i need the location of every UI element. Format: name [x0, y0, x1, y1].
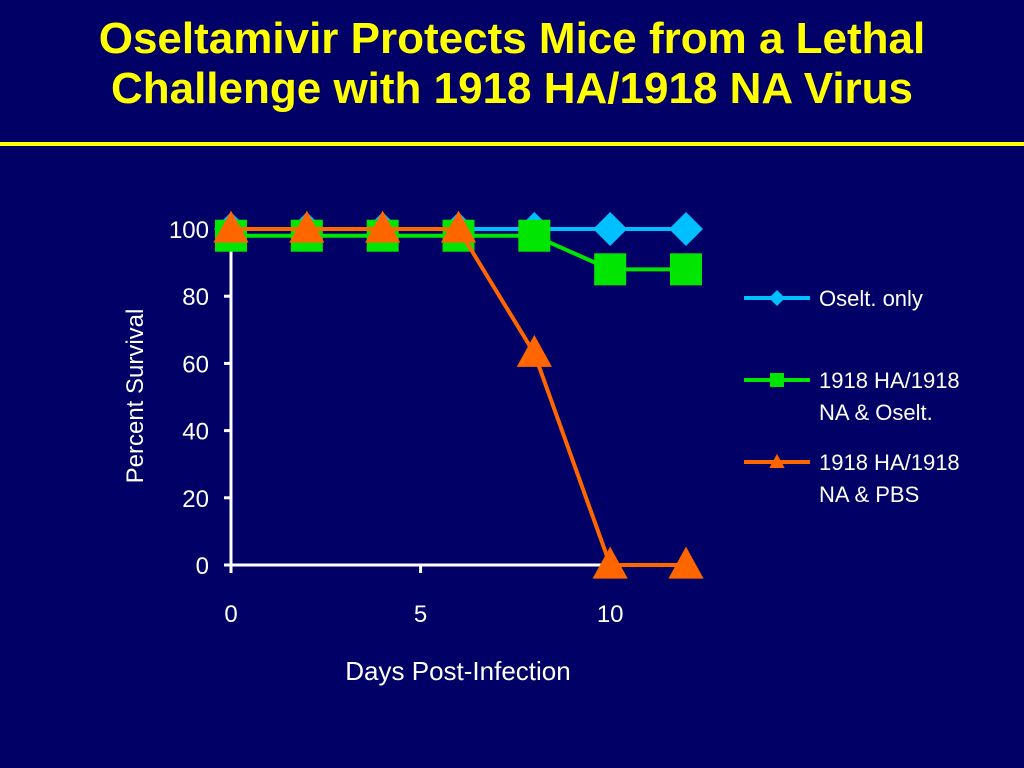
y-tick-label: 80 [182, 284, 209, 311]
legend-marker [769, 453, 785, 468]
series-3 [213, 210, 704, 579]
data-point [518, 219, 551, 252]
y-tick-label: 0 [196, 553, 209, 580]
title-divider [0, 142, 1024, 146]
data-point [670, 253, 702, 286]
x-tick-label: 0 [224, 601, 237, 628]
slide-title-line-2: Challenge with 1918 HA/1918 NA Virus [110, 64, 914, 113]
data-point [668, 546, 704, 579]
legend-entry-1: Oselt. only [744, 286, 923, 311]
data-point [594, 253, 627, 286]
legend-label: NA & PBS [819, 482, 919, 507]
data-point [593, 212, 628, 246]
x-axis-label: Days Post-Infection [345, 656, 570, 686]
chart-series [213, 210, 704, 579]
y-tick-label: 60 [182, 351, 209, 378]
legend-label: 1918 HA/1918 [819, 368, 960, 393]
x-tick-label: 5 [414, 601, 427, 628]
legend-entry-2: 1918 HA/1918 NA & Oselt. [744, 368, 960, 425]
data-point [592, 546, 628, 579]
legend-entry-3: 1918 HA/1918 NA & PBS [744, 450, 960, 507]
y-tick-label: 100 [169, 217, 209, 244]
data-point [213, 210, 249, 243]
legend-label: 1918 HA/1918 [819, 450, 960, 475]
chart-axes: 0 20 40 60 80 100 0 5 10 [169, 217, 694, 628]
data-point [289, 210, 325, 243]
y-axis-label: Percent Survival [122, 309, 149, 484]
y-tick-label: 20 [182, 486, 209, 513]
data-point [516, 334, 552, 367]
data-point [669, 212, 703, 246]
data-point [440, 210, 477, 243]
data-point [365, 210, 401, 243]
x-tick-label: 10 [597, 601, 624, 628]
y-tick-label: 40 [182, 419, 209, 446]
legend-label: NA & Oselt. [819, 400, 933, 425]
legend-marker [770, 373, 784, 387]
legend-marker [769, 290, 785, 306]
slide-title-line-1: Oseltamivir Protects Mice from a Lethal [98, 14, 926, 63]
slide-title: Oseltamivir Protects Mice from a Lethal … [0, 14, 1024, 114]
legend-label: Oselt. only [819, 286, 923, 311]
